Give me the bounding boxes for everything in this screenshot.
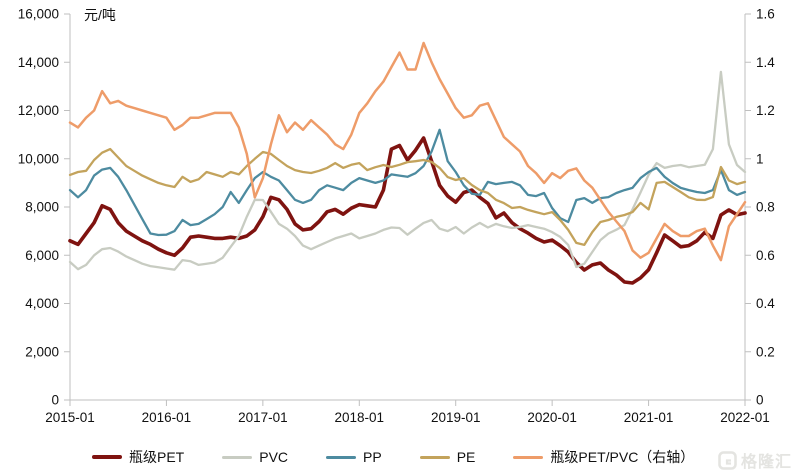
svg-text:2022-01: 2022-01 <box>720 410 770 425</box>
pvc-line-swatch-icon <box>222 455 253 459</box>
legend-item-pet-pvc-ratio: 瓶级PET/PVC（右轴） <box>513 447 694 467</box>
svg-text:1: 1 <box>756 151 764 166</box>
ratio-line-swatch-icon <box>513 455 544 459</box>
legend-label: PE <box>456 449 476 465</box>
svg-text:1.6: 1.6 <box>756 7 775 22</box>
watermark-text: 格隆汇 <box>740 454 792 471</box>
legend-item-pvc: PVC <box>222 449 288 465</box>
svg-text:0.4: 0.4 <box>756 296 775 311</box>
legend-label: 瓶级PET <box>129 449 185 465</box>
legend-label: PVC <box>259 449 289 465</box>
chart-legend: 瓶级PET PVC PP PE 瓶级PET/PVC（右轴） <box>92 447 694 467</box>
svg-text:2018-01: 2018-01 <box>335 410 385 425</box>
gelonghui-watermark: 格隆汇 <box>718 448 792 472</box>
svg-text:1.4: 1.4 <box>756 55 775 70</box>
svg-text:16,000: 16,000 <box>18 7 59 22</box>
svg-text:2021-01: 2021-01 <box>624 410 674 425</box>
svg-text:2020-01: 2020-01 <box>527 410 577 425</box>
legend-label: 瓶级PET/PVC（右轴） <box>550 449 695 465</box>
svg-text:2017-01: 2017-01 <box>238 410 288 425</box>
svg-text:6,000: 6,000 <box>25 248 59 263</box>
svg-text:2015-01: 2015-01 <box>45 410 95 425</box>
svg-text:2019-01: 2019-01 <box>431 410 481 425</box>
pet-line-swatch-icon <box>92 455 122 459</box>
pp-line-swatch-icon <box>326 455 357 459</box>
svg-text:4,000: 4,000 <box>25 296 59 311</box>
legend-label: PP <box>363 449 382 465</box>
gelonghui-logo-icon <box>718 450 737 470</box>
pe-line-swatch-icon <box>419 455 450 459</box>
svg-text:0: 0 <box>756 393 764 408</box>
svg-text:2,000: 2,000 <box>25 344 59 359</box>
y-axis-unit-label: 元/吨 <box>84 7 116 23</box>
svg-text:0: 0 <box>51 393 59 408</box>
svg-text:2016-01: 2016-01 <box>142 410 192 425</box>
svg-text:0.6: 0.6 <box>756 248 775 263</box>
svg-text:14,000: 14,000 <box>18 55 59 70</box>
legend-item-pp: PP <box>326 449 382 465</box>
svg-text:12,000: 12,000 <box>18 103 59 118</box>
legend-item-pe: PE <box>419 449 476 465</box>
svg-text:0.2: 0.2 <box>756 344 775 359</box>
legend-item-pet: 瓶级PET <box>92 447 184 467</box>
svg-text:10,000: 10,000 <box>18 151 59 166</box>
svg-text:8,000: 8,000 <box>25 200 59 215</box>
price-line-chart: 0 2,000 4,000 6,000 8,000 10,000 12,000 14,000 1… <box>18 7 776 426</box>
svg-text:1.2: 1.2 <box>756 103 775 118</box>
svg-text:0.8: 0.8 <box>756 200 775 215</box>
